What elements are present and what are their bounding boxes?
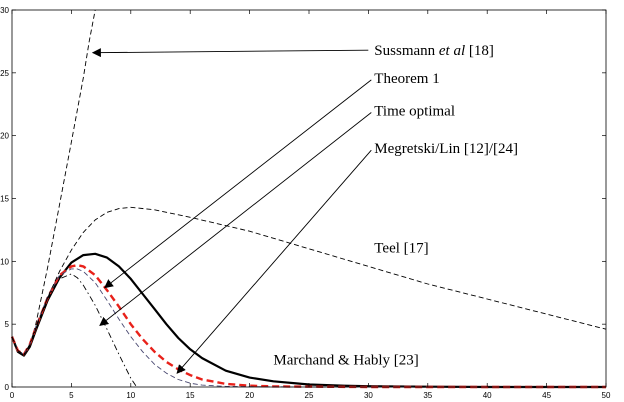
x-tick-label: 10 [126, 391, 135, 400]
annotation-marchand-hably: Marchand & Hably [23] [273, 352, 418, 368]
y-tick-label: 30 [0, 6, 9, 15]
y-tick-label: 15 [0, 195, 9, 204]
annotation-labels: Sussmann et al [18] Theorem 1 Time optim… [273, 43, 518, 368]
x-tick-label: 5 [69, 391, 74, 400]
y-tick-label: 5 [5, 320, 10, 329]
x-tick-label: 50 [602, 391, 611, 400]
series-line-marchand-hably-23 [11, 273, 138, 388]
x-tick-label: 30 [364, 391, 373, 400]
annotation-sussmann: Sussmann et al [18] [374, 43, 494, 59]
annotation-teel: Teel [17] [374, 241, 428, 257]
axes-layer: 0 5 10 15 20 25 30 35 40 45 50 0 5 10 15 20 25 30 [0, 6, 611, 400]
y-tick-label: 20 [0, 132, 9, 141]
y-tick-label: 10 [0, 257, 9, 266]
x-tick-label: 35 [423, 391, 432, 400]
x-tick-label: 20 [245, 391, 254, 400]
x-tick-label: 45 [542, 391, 551, 400]
annotation-theorem-1: Theorem 1 [374, 71, 439, 87]
annotation-megretski-lin: Megretski/Lin [12]/[24] [374, 141, 518, 157]
annotation-arrow-time-optimal [99, 112, 372, 326]
y-tick-label: 25 [0, 69, 9, 78]
x-tick-label: 40 [483, 391, 492, 400]
x-tick-label: 25 [305, 391, 314, 400]
annotation-arrow-sussmann-et-al-18 [91, 48, 369, 58]
annotation-time-optimal: Time optimal [374, 104, 455, 120]
annotation-arrow-megretski-lin-12-24 [176, 149, 372, 374]
x-tick-label: 15 [186, 391, 195, 400]
annotation-arrows [91, 48, 372, 374]
series-line-teel-17 [11, 206, 607, 357]
x-tick-label: 0 [10, 391, 15, 400]
y-tick-label: 0 [5, 383, 10, 392]
annotation-arrow-theorem-1 [103, 79, 372, 289]
